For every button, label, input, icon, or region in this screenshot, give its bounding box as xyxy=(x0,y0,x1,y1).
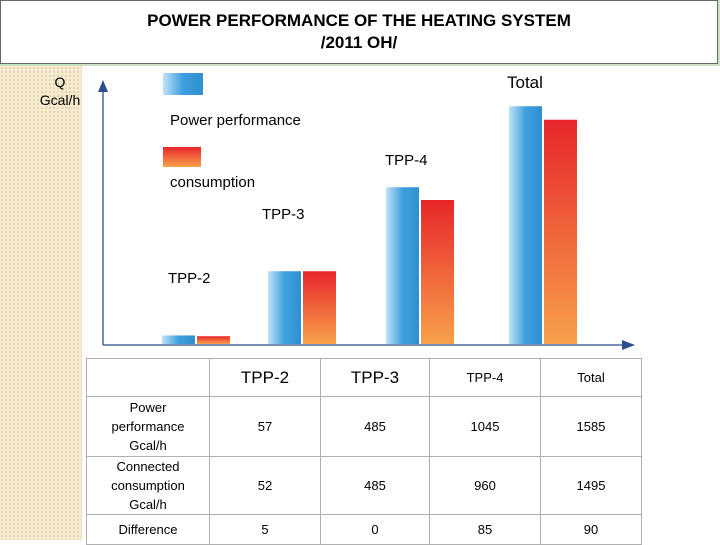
y-axis-label-q: Q xyxy=(54,74,66,90)
table-cell: 960 xyxy=(429,456,541,515)
table-row-label: Difference xyxy=(86,514,210,545)
table-cell: 485 xyxy=(320,396,430,457)
table-cell: 1585 xyxy=(540,396,642,457)
bar-label-tpp-4: TPP-4 xyxy=(385,152,428,169)
legend-swatch-performance xyxy=(163,73,203,95)
bar-label-tpp-2: TPP-2 xyxy=(168,270,211,287)
table-header-cell: TPP-4 xyxy=(429,358,541,397)
title-line-2: /2011 OH/ xyxy=(320,33,398,52)
bar-tpp-3-performance xyxy=(268,271,301,344)
x-axis-arrow xyxy=(622,340,635,350)
table-row: Connected consumption Gcal/h 52 485 960 … xyxy=(86,456,642,515)
bar-tpp-3-consumption xyxy=(303,271,336,344)
title-line-1: POWER PERFORMANCE OF THE HEATING SYSTEM xyxy=(147,11,571,30)
bar-tpp-2-performance xyxy=(162,335,195,344)
table-cell: 52 xyxy=(209,456,321,515)
sidebar-pattern xyxy=(0,66,82,540)
bar-label-tpp-3: TPP-3 xyxy=(262,206,305,223)
legend-label-consumption: consumption xyxy=(170,174,256,191)
bar-chart xyxy=(98,73,635,350)
table-header-cell: Total xyxy=(540,358,642,397)
table-row: Difference 5 0 85 90 xyxy=(86,514,642,545)
header: POWER PERFORMANCE OF THE HEATING SYSTEM … xyxy=(0,0,718,64)
legend-swatch-consumption xyxy=(163,147,201,167)
y-axis-label-unit: Gcal/h xyxy=(39,92,81,108)
y-axis-arrow xyxy=(98,80,108,92)
table-cell: 1495 xyxy=(540,456,642,515)
table-cell: 485 xyxy=(320,456,430,515)
table-header-row: TPP-2 TPP-3 TPP-4 Total xyxy=(86,358,642,397)
table-row-label: Connected consumption Gcal/h xyxy=(86,456,210,515)
data-table: TPP-2 TPP-3 TPP-4 Total Power performanc… xyxy=(86,358,642,545)
bar-total-consumption xyxy=(544,119,577,344)
table-cell: 0 xyxy=(320,514,430,545)
legend-label-performance: Power performance xyxy=(170,112,301,129)
table-header-cell: TPP-3 xyxy=(320,358,430,397)
table-header-cell: TPP-2 xyxy=(209,358,321,397)
bar-label-total: Total xyxy=(507,73,543,92)
y-axis-label: Q Gcal/h xyxy=(30,73,90,109)
table-row-label: Power performance Gcal/h xyxy=(86,396,210,457)
table-row: Power performance Gcal/h 57 485 1045 158… xyxy=(86,396,642,457)
table-cell: 57 xyxy=(209,396,321,457)
bars xyxy=(162,106,577,344)
table-header-cell xyxy=(86,358,210,397)
table-cell: 1045 xyxy=(429,396,541,457)
table-cell: 90 xyxy=(540,514,642,545)
bar-tpp-2-consumption xyxy=(197,336,230,344)
bar-total-performance xyxy=(509,106,542,344)
table-cell: 5 xyxy=(209,514,321,545)
table-cell: 85 xyxy=(429,514,541,545)
bar-tpp-4-performance xyxy=(386,187,419,344)
axes xyxy=(98,80,635,350)
bar-tpp-4-consumption xyxy=(421,200,454,344)
